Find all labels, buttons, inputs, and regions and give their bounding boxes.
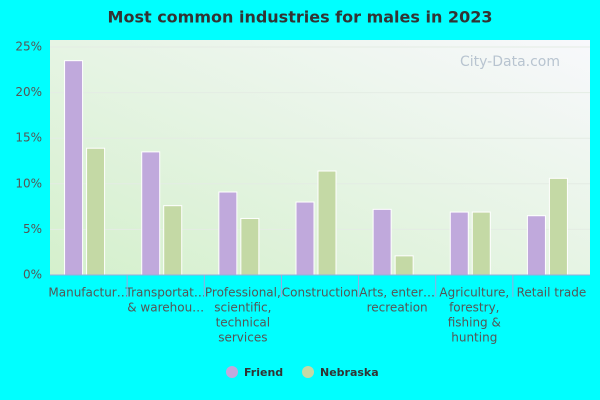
x-tick-label: Construction <box>282 286 358 300</box>
bar <box>372 208 392 276</box>
legend-marker <box>302 366 314 378</box>
y-tick-label: 25% <box>15 40 42 54</box>
bar <box>86 147 106 276</box>
x-tick-label: Transportat… <box>125 286 206 300</box>
y-tick-label: 20% <box>15 85 42 99</box>
x-tick-label: forestry, <box>449 301 499 315</box>
legend-label: Friend <box>244 366 283 379</box>
bar <box>218 191 238 276</box>
bar <box>394 255 414 276</box>
bar <box>240 217 260 276</box>
x-tick-label: & warehou… <box>127 301 204 315</box>
legend-marker <box>226 366 238 378</box>
bar <box>317 170 337 276</box>
y-tick-label: 15% <box>15 131 42 145</box>
y-tick-label: 10% <box>15 176 42 190</box>
bar <box>471 211 491 276</box>
x-tick-label: fishing & <box>448 316 501 330</box>
x-tick-label: hunting <box>451 331 497 345</box>
chart-title: Most common industries for males in 2023 <box>108 8 493 27</box>
legend-label: Nebraska <box>320 366 379 379</box>
bar <box>163 205 183 276</box>
x-tick-label: technical <box>216 316 271 330</box>
bar <box>548 177 568 276</box>
y-tick-label: 5% <box>23 222 42 236</box>
bar <box>526 215 546 276</box>
watermark: City-Data.com <box>460 54 560 70</box>
x-tick-label: services <box>218 331 267 345</box>
y-tick-label: 0% <box>23 268 42 282</box>
x-tick-label: Agriculture, <box>439 286 509 300</box>
bar <box>449 211 469 276</box>
x-tick-label: Manufactur… <box>48 286 128 300</box>
bar <box>295 201 315 276</box>
bar <box>64 60 84 276</box>
x-tick-label: scientific, <box>214 301 271 315</box>
x-tick-label: recreation <box>367 301 428 315</box>
x-tick-label: Retail trade <box>517 286 587 300</box>
x-tick-label: Arts, enter… <box>359 286 435 300</box>
bar <box>141 151 161 276</box>
x-tick-label: Professional, <box>205 286 281 300</box>
